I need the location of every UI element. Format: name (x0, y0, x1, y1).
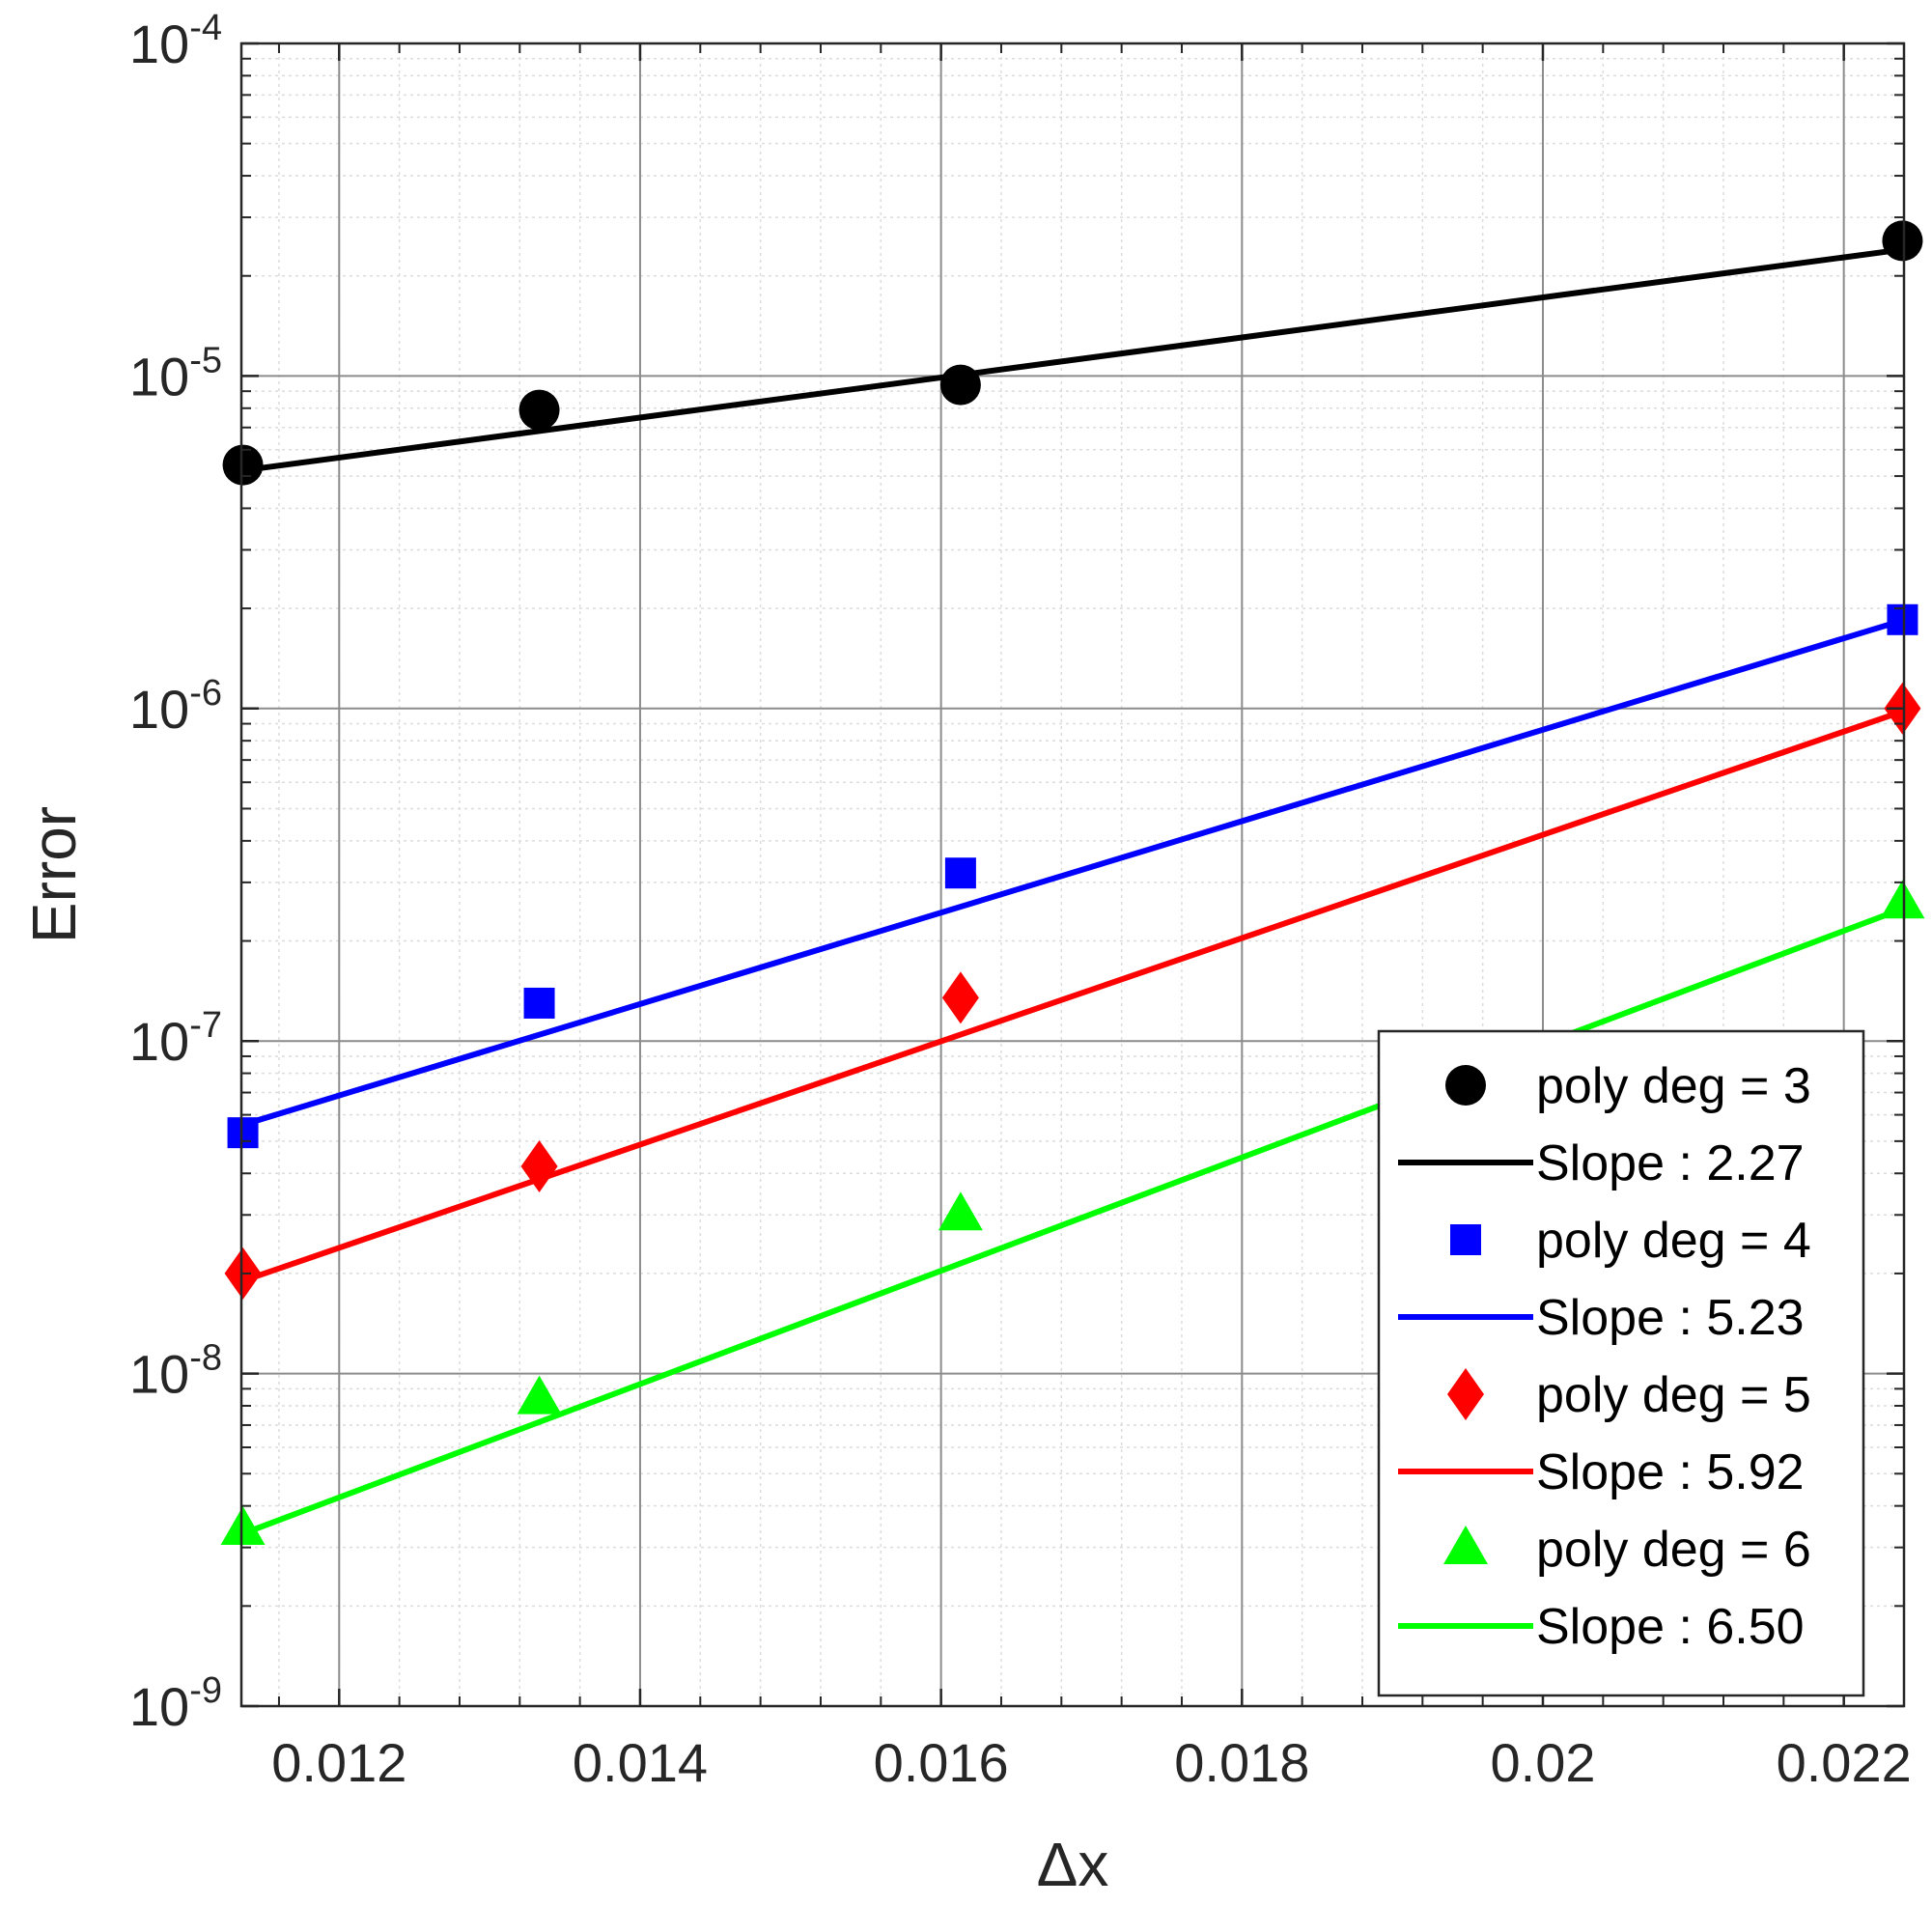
y-tick-label-exponent: -6 (189, 673, 222, 714)
x-tick-label: 0.014 (573, 1732, 708, 1793)
y-tick-labels: 10-410-510-610-710-810-9 (129, 8, 222, 1737)
legend-fit-label-series-1: Slope : 2.27 (1536, 1135, 1805, 1191)
fit-line-series-2 (241, 617, 1904, 1128)
legend-fit-label-series-3: Slope : 5.92 (1536, 1444, 1805, 1500)
legend: poly deg = 3 Slope : 2.27 poly deg = 4 Slop… (1377, 1029, 1865, 1697)
data-point-series-3 (941, 971, 979, 1024)
data-point-series-4 (1880, 880, 1925, 919)
y-axis-title: Error (19, 806, 89, 943)
x-tick-labels: 0.012 0.014 0.016 0.018 0.02 0.022 (271, 1732, 1912, 1793)
legend-fit-label-series-2: Slope : 5.23 (1536, 1290, 1805, 1346)
x-tick-label: 0.022 (1777, 1732, 1912, 1793)
data-point-series-1 (222, 444, 264, 486)
data-point-series-4 (938, 1191, 983, 1231)
data-point-series-1 (1882, 220, 1923, 262)
fit-line-series-4 (241, 906, 1904, 1537)
legend-marker-series-2 (1450, 1224, 1481, 1255)
legend-label-series-1: poly deg = 3 (1536, 1058, 1811, 1114)
fit-line-series-1 (242, 246, 1903, 474)
data-point-series-4 (517, 1375, 562, 1415)
y-tick-label-exponent: -9 (189, 1670, 222, 1711)
axis-ticks (241, 42, 1905, 1708)
data-point-series-4 (220, 1505, 266, 1545)
y-tick-label-base: 10 (129, 1344, 189, 1405)
y-tick-label-exponent: -7 (189, 1005, 222, 1046)
legend-fit-label-series-4: Slope : 6.50 (1536, 1599, 1805, 1655)
y-tick-label: 10-5 (129, 340, 222, 406)
data-point-series-2 (523, 987, 555, 1019)
y-tick-label-base: 10 (129, 1011, 189, 1072)
y-tick-label: 10-9 (129, 1670, 222, 1737)
y-tick-label: 10-7 (129, 1005, 222, 1072)
x-tick-label: 0.016 (874, 1732, 1009, 1793)
data-point-series-2 (944, 857, 976, 889)
legend-label-series-4: poly deg = 6 (1536, 1522, 1811, 1578)
x-tick-label: 0.02 (1490, 1732, 1595, 1793)
data-point-series-2 (227, 1117, 259, 1149)
y-tick-label: 10-4 (129, 8, 222, 74)
data-point-series-3 (520, 1139, 558, 1192)
legend-marker-series-4 (1443, 1526, 1488, 1564)
data-point-series-1 (518, 389, 560, 431)
y-tick-label-exponent: -4 (189, 8, 222, 48)
legend-marker-series-3 (1447, 1368, 1484, 1420)
fit-lines (241, 246, 1904, 1537)
y-tick-label-base: 10 (129, 679, 189, 740)
legend-box (1377, 1029, 1865, 1697)
legend-marker-series-1 (1445, 1065, 1486, 1106)
y-tick-label: 10-8 (129, 1338, 222, 1405)
y-tick-label: 10-6 (129, 673, 222, 740)
plot-frame (239, 42, 1906, 1708)
x-tick-label: 0.012 (271, 1732, 406, 1793)
y-tick-label-exponent: -8 (189, 1338, 222, 1379)
y-tick-label-exponent: -5 (189, 340, 222, 380)
fit-line-series-3 (241, 708, 1904, 1284)
y-tick-label-base: 10 (129, 14, 189, 74)
y-tick-label-base: 10 (129, 346, 189, 406)
x-axis-title: Δx (1037, 1830, 1109, 1899)
y-tick-label-base: 10 (129, 1676, 189, 1737)
x-tick-label: 0.018 (1174, 1732, 1309, 1793)
legend-label-series-2: poly deg = 4 (1536, 1213, 1811, 1269)
legend-label-series-3: poly deg = 5 (1536, 1367, 1811, 1423)
data-point-series-1 (939, 364, 981, 406)
